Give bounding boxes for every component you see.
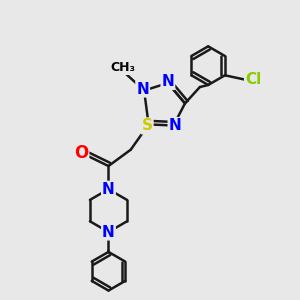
- Text: O: O: [74, 144, 88, 162]
- Text: N: N: [136, 82, 149, 97]
- Text: N: N: [169, 118, 181, 133]
- Text: N: N: [102, 182, 115, 197]
- Text: N: N: [161, 74, 174, 89]
- Text: S: S: [142, 118, 153, 134]
- Text: CH₃: CH₃: [111, 61, 136, 74]
- Text: N: N: [102, 224, 115, 239]
- Text: Cl: Cl: [245, 72, 261, 87]
